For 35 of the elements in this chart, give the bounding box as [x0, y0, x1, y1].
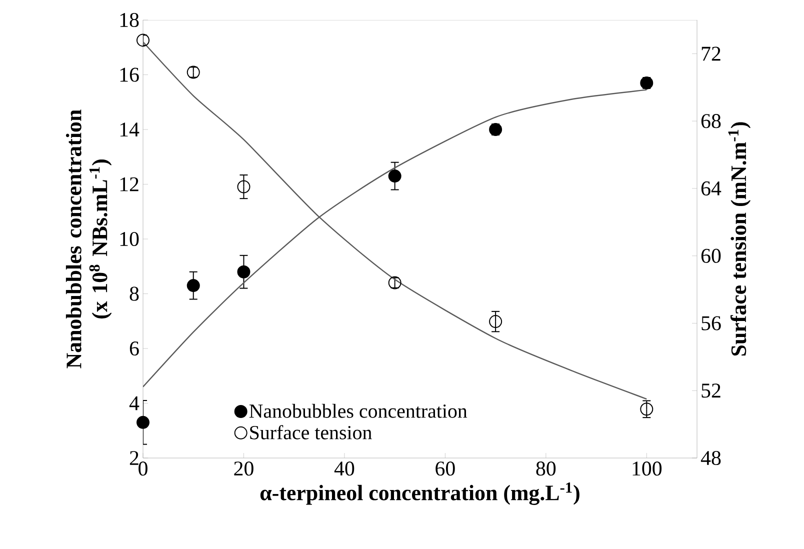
- y-tick-label: 14: [120, 122, 140, 136]
- x-tick-label: 80: [536, 462, 556, 476]
- y-tick-label: 12: [120, 177, 138, 192]
- line-series: [143, 41, 648, 400]
- point: [237, 265, 250, 278]
- y-tick-label: 10: [120, 232, 139, 246]
- legend-label: Surface tension: [250, 425, 372, 440]
- y-tick-label: 16: [120, 68, 139, 82]
- x-tick-label: 100: [632, 462, 662, 476]
- y2-tick-label: 56: [702, 316, 721, 330]
- legend-label: Nanobubbles concentration: [249, 404, 468, 418]
- x-axis-title: α-terpineol concentration (mg.L$^{-1}$): [260, 482, 580, 505]
- y-tick-label: 18: [120, 12, 139, 28]
- y2-tick-label: 48: [700, 450, 721, 466]
- y2-tick-label: 60: [701, 248, 721, 263]
- point: [388, 170, 402, 183]
- x-tick-label: 40: [334, 462, 354, 476]
- point: [489, 315, 502, 328]
- x-tick-label: 0: [138, 462, 148, 476]
- y-tick-label: 6: [130, 341, 139, 356]
- point: [640, 402, 654, 416]
- y2-tick-label: 72: [702, 46, 720, 61]
- y-tick-label: 2: [130, 451, 138, 465]
- y2-tick-label: 64: [701, 181, 722, 196]
- y-tick-label: 4: [129, 396, 140, 410]
- x-tick-label: 60: [436, 462, 455, 476]
- y2-tick-label: 68: [701, 114, 721, 128]
- x-tick-label: 20: [234, 462, 254, 476]
- y2-tick-label: 52: [702, 384, 720, 398]
- y2-axis-title: Surface tension (mN.m$^{-1}$): [728, 122, 751, 356]
- point: [186, 279, 200, 292]
- point: [136, 416, 150, 429]
- y-tick-label: 8: [130, 286, 139, 301]
- point: [237, 180, 250, 194]
- point: [136, 34, 150, 47]
